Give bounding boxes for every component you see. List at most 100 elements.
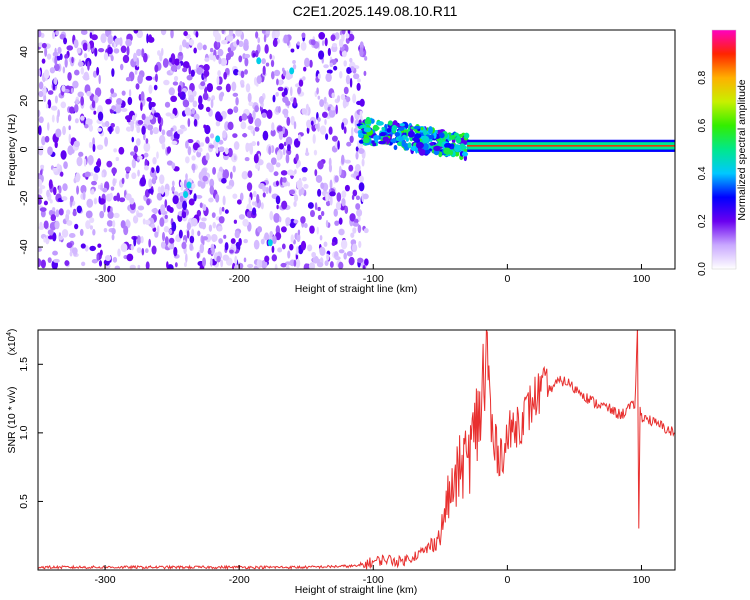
spectrogram-noise-cell [43,200,48,206]
snr-panel: -300 -200 -100 0 100 0.5 1.0 1.5 Height of str… [6,329,676,596]
spectrogram-noise-cell [120,107,128,113]
spectrogram-noise-cell [336,192,342,202]
spectrogram-noise-cell [352,189,358,197]
spectrogram-onset-cell [453,132,459,137]
spectrogram-onset-cell [399,123,405,127]
spectrogram-onset-cell [420,126,424,131]
spectrogram-noise-cell [201,217,207,222]
spectrogram-noise-cell [272,94,276,103]
spectrogram-noise-cell [182,61,190,69]
spectrogram-noise-cell [93,110,97,115]
spectrogram-noise-cell [363,227,369,234]
spectrogram-noise-cell [41,42,47,49]
spectrogram-noise-cell [215,146,219,154]
spectrogram-noise-cell [52,207,56,212]
spectrogram-noise-cell [341,50,347,58]
spectrogram-noise-cell [192,90,197,97]
spectrogram-noise-cell [202,92,209,101]
spectrogram-noise-cell [77,61,84,67]
spectrogram-noise-cell [314,202,318,211]
spectrogram-noise-cell [160,204,166,214]
spectrogram-noise-cell [197,180,202,187]
spectrogram-noise-cell [253,239,260,250]
spectrogram-noise-cell [91,258,98,264]
spectrogram-noise-cell [356,208,363,217]
spectrogram-noise-cell [184,107,192,116]
spectrogram-noise-cell [202,257,207,267]
spectrogram-noise-cell [154,73,158,83]
spectrogram-noise-cell [152,207,158,215]
spectrogram-noise-cell [238,238,242,246]
spectrogram-noise-cell [77,91,84,98]
spectrogram-noise-cell [244,157,250,162]
spectrogram-noise-cell [265,62,270,67]
spectrogram-noise-cell [197,42,203,51]
spectrogram-noise-cell [151,106,155,114]
spectrogram-noise-cell [188,198,195,206]
spectrogram-noise-cell [233,106,239,114]
spectrogram-noise-cell [146,96,152,102]
spectrogram-noise-cell [110,88,115,94]
spectrogram-noise-cell [323,64,329,69]
spectrogram-noise-cell [57,46,62,54]
spectrogram-noise-cell [52,250,58,256]
spectrogram-noise-cell [338,261,344,269]
spectrogram-noise-cell [159,134,166,145]
spectrogram-noise-cell [341,30,346,35]
spectrogram-noise-cell [160,184,165,195]
spectrogram-onset-cell [422,143,429,151]
spectrogram-noise-cell [43,93,47,103]
x-tick-label: -300 [95,574,116,586]
spectrogram-noise-cell [153,84,158,91]
spectrogram-noise-cell [96,160,102,167]
spectrogram-noise-cell [187,146,192,156]
spectrogram-noise-cell [277,105,281,113]
spectrogram-noise-cell [171,186,175,192]
spectrogram-noise-cell [339,70,343,79]
spectrogram-noise-cell [338,217,343,225]
spectrogram-noise-cell [54,55,58,66]
spectrogram-noise-cell [300,240,307,251]
spectrogram-noise-cell [327,47,331,57]
spectrogram-noise-cell [218,146,225,153]
spectrogram-noise-cell [121,90,126,96]
spectrogram-noise-cell [107,46,113,55]
spectrogram-noise-cell [105,98,112,105]
spectrogram-onset-cell [397,136,404,142]
spectrogram-noise-cell [205,136,210,144]
spectrogram-noise-cell [208,224,213,232]
spectrogram-noise-cell [137,264,141,269]
spectrogram-noise-cell [346,250,353,257]
spectrogram-noise-cell [276,204,279,210]
spectrogram-noise-cell [88,141,93,149]
spectrogram-noise-cell [317,214,322,220]
spectrogram-noise-cell [262,130,269,141]
spectrogram-noise-cell [129,264,136,269]
spectrogram-noise-cell [69,251,73,257]
spectrogram-noise-cell [272,235,277,245]
spectrogram-noise-cell [283,87,288,96]
spectrogram-noise-cell [69,195,74,203]
spectrogram-noise-cell [271,254,278,262]
x-tick-label: 0 [504,574,510,586]
spectrogram-noise-cell [217,70,221,77]
spectrogram-noise-cell [58,185,62,194]
colorbar: 0.0 0.2 0.4 0.6 0.8 Normalized spectral ampl… [697,29,748,276]
spectrogram-noise-cell [357,78,361,83]
spectrogram-noise-cell [260,202,264,210]
spectrogram-noise-cell [293,121,297,130]
spectrogram-noise-cell [341,190,347,198]
spectrogram-noise-cell [265,30,271,34]
spectrogram-noise-cell [63,161,68,169]
spectrogram-noise-cell [123,225,129,236]
spectrogram-noise-cell [205,152,210,161]
spectrogram-noise-cell [334,32,340,40]
spectrogram-noise-cell [111,105,117,111]
spectrogram-noise-cell [76,185,80,195]
spectrogram-noise-cell [52,167,58,172]
spectrogram-noise-cell [262,192,266,198]
spectrogram-noise-cell [166,160,174,166]
spectrogram-noise-cell [160,241,166,249]
spectrogram-noise-cell [304,57,310,68]
spectrogram-noise-cell [270,59,275,68]
